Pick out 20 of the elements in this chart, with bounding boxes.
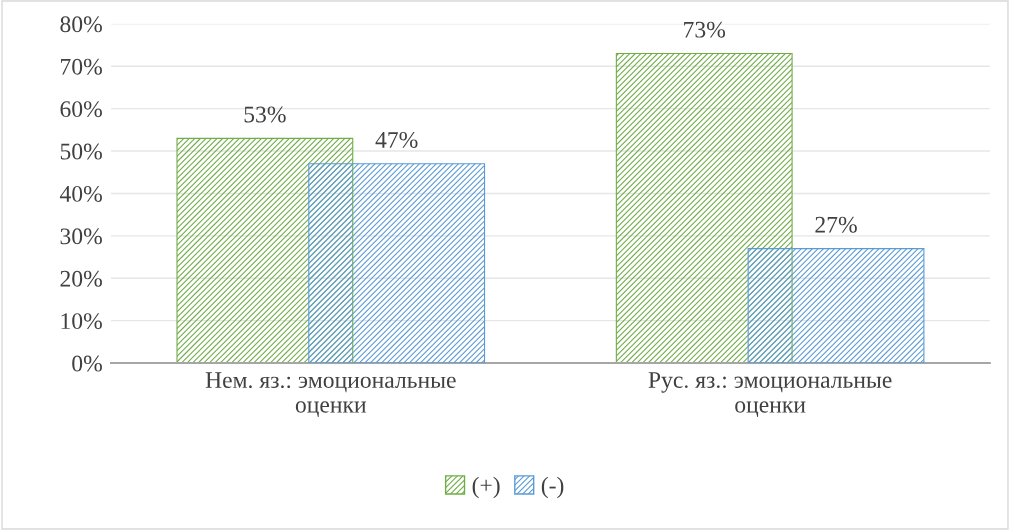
- data-label: 73%: [684, 21, 726, 38]
- y-tick-label: 30%: [60, 228, 102, 245]
- y-tick-label: 70%: [61, 58, 102, 75]
- x-tick-label: Рус. яз.: эмоциональные оценки: [648, 372, 892, 418]
- y-tick-label: 10%: [61, 313, 102, 330]
- legend-label: (-): [541, 476, 564, 499]
- data-label: 27%: [815, 216, 857, 233]
- bar: [747, 248, 925, 364]
- data-label: 53%: [244, 106, 286, 123]
- y-tick-label: 60%: [60, 101, 102, 118]
- y-tick-label: 40%: [59, 185, 102, 202]
- bar: [615, 52, 793, 364]
- y-tick-label: 0%: [72, 355, 102, 372]
- x-tick-label: Нем. яз.: эмоциональные оценки: [205, 372, 456, 418]
- legend-label: (+): [472, 476, 500, 499]
- y-tick-label: 50%: [60, 143, 102, 160]
- bar: [308, 163, 486, 364]
- y-tick-label: 20%: [60, 270, 102, 287]
- data-label: 47%: [375, 131, 418, 148]
- y-tick-label: 80%: [60, 16, 102, 33]
